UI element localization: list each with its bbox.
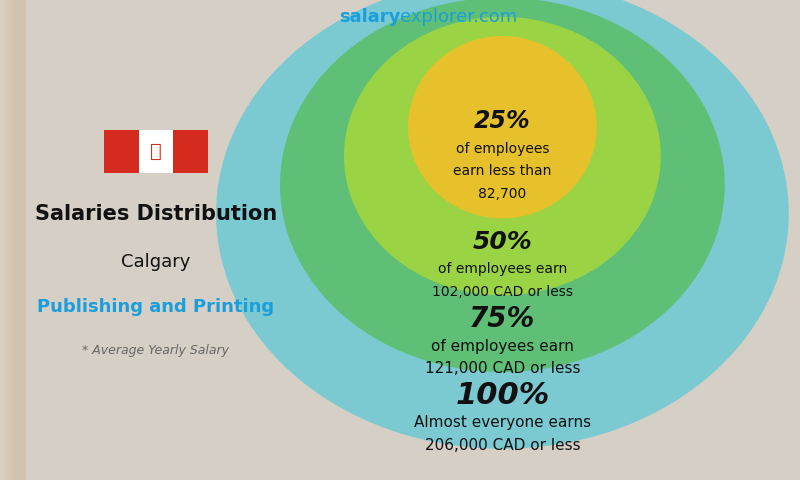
Bar: [104, 130, 138, 173]
Bar: [13, 0, 26, 480]
Bar: [12, 0, 26, 480]
Bar: [8, 0, 21, 480]
Bar: [6, 0, 19, 480]
Bar: [5, 0, 18, 480]
Bar: [3, 0, 17, 480]
Bar: [13, 0, 26, 480]
Bar: [8, 0, 22, 480]
Bar: [2, 0, 14, 480]
Bar: [138, 130, 174, 173]
Bar: [0, 0, 14, 480]
Bar: [2, 0, 15, 480]
Text: 102,000 CAD or less: 102,000 CAD or less: [432, 285, 573, 299]
Bar: [2, 0, 15, 480]
Bar: [6, 0, 19, 480]
Bar: [4, 0, 17, 480]
Bar: [6, 0, 19, 480]
Bar: [3, 0, 17, 480]
Bar: [11, 0, 25, 480]
Bar: [2, 0, 16, 480]
Ellipse shape: [216, 0, 789, 449]
Bar: [5, 0, 18, 480]
Text: of employees earn: of employees earn: [438, 262, 567, 276]
Text: 121,000 CAD or less: 121,000 CAD or less: [425, 361, 580, 376]
Bar: [10, 0, 24, 480]
Text: of employees earn: of employees earn: [431, 338, 574, 354]
Text: 100%: 100%: [455, 381, 550, 410]
Bar: [12, 0, 25, 480]
Bar: [9, 0, 22, 480]
Text: 75%: 75%: [470, 305, 535, 333]
Bar: [174, 130, 208, 173]
Bar: [9, 0, 22, 480]
Ellipse shape: [408, 36, 597, 218]
Bar: [10, 0, 23, 480]
Bar: [9, 0, 22, 480]
Bar: [3, 0, 17, 480]
Bar: [1, 0, 14, 480]
Bar: [6, 0, 19, 480]
Bar: [5, 0, 18, 480]
Bar: [9, 0, 22, 480]
Text: earn less than: earn less than: [454, 164, 551, 178]
Ellipse shape: [344, 17, 661, 295]
Bar: [13, 0, 26, 480]
Bar: [2, 0, 15, 480]
Bar: [11, 0, 24, 480]
Bar: [11, 0, 25, 480]
Text: Salaries Distribution: Salaries Distribution: [35, 204, 277, 224]
Bar: [6, 0, 20, 480]
Text: 🍁: 🍁: [150, 142, 162, 161]
Bar: [12, 0, 26, 480]
Bar: [1, 0, 14, 480]
Bar: [7, 0, 20, 480]
Bar: [7, 0, 21, 480]
Bar: [2, 0, 15, 480]
Text: 206,000 CAD or less: 206,000 CAD or less: [425, 438, 580, 453]
Text: Almost everyone earns: Almost everyone earns: [414, 415, 591, 431]
Text: * Average Yearly Salary: * Average Yearly Salary: [82, 344, 230, 357]
Bar: [0, 0, 14, 480]
Bar: [10, 0, 23, 480]
Text: 82,700: 82,700: [478, 187, 526, 201]
Text: 50%: 50%: [473, 230, 532, 254]
Bar: [1, 0, 14, 480]
Bar: [11, 0, 25, 480]
Bar: [10, 0, 23, 480]
Bar: [3, 0, 16, 480]
Bar: [10, 0, 22, 480]
Bar: [13, 0, 26, 480]
Bar: [7, 0, 21, 480]
Bar: [8, 0, 22, 480]
Bar: [4, 0, 18, 480]
Bar: [5, 0, 18, 480]
Bar: [6, 0, 20, 480]
Bar: [10, 0, 23, 480]
Text: Calgary: Calgary: [122, 252, 190, 271]
Bar: [7, 0, 21, 480]
Text: 25%: 25%: [474, 109, 530, 133]
Bar: [10, 0, 24, 480]
Ellipse shape: [280, 0, 725, 372]
Bar: [6, 0, 18, 480]
Bar: [2, 0, 16, 480]
Bar: [4, 0, 18, 480]
Text: Publishing and Printing: Publishing and Printing: [38, 298, 274, 316]
Text: explorer.com: explorer.com: [400, 8, 518, 26]
Text: salary: salary: [338, 8, 400, 26]
Bar: [1, 0, 14, 480]
Text: of employees: of employees: [456, 142, 549, 156]
